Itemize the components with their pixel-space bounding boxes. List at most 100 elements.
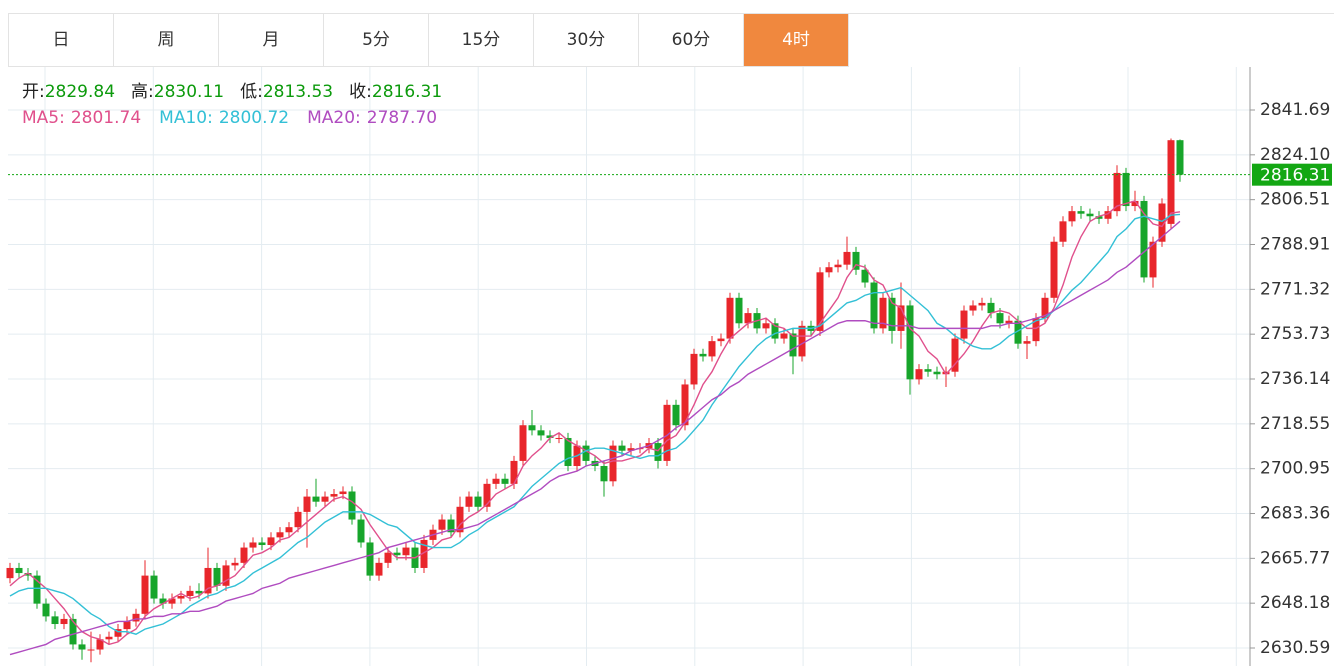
candle-body: [1167, 140, 1175, 224]
candle-body: [384, 552, 392, 563]
candle-body: [249, 542, 257, 548]
candle-body: [258, 542, 266, 546]
candle-body: [1050, 241, 1058, 298]
candle-body: [978, 302, 986, 306]
candle-body: [861, 269, 869, 283]
candle-body: [969, 305, 977, 311]
candle-body: [780, 333, 788, 339]
period-tab[interactable]: 15分: [429, 14, 534, 67]
info-value: 2816.31: [372, 82, 442, 102]
candle-body: [42, 603, 50, 617]
y-tick-label: 2788.91: [1260, 235, 1330, 255]
candle-body: [456, 506, 464, 533]
candle-body: [321, 496, 329, 502]
period-tab[interactable]: 周: [114, 14, 219, 67]
candle-body: [510, 460, 518, 484]
candle-body: [69, 618, 77, 645]
candle-body: [1158, 203, 1166, 242]
ma-value: 2801.74: [71, 108, 141, 128]
candle-body: [24, 573, 32, 576]
candle-body: [546, 435, 554, 438]
candle-body: [996, 313, 1004, 324]
candle-body: [699, 353, 707, 357]
y-tick-label: 2648.18: [1260, 593, 1330, 613]
candle-body: [906, 305, 914, 380]
candle-body: [1104, 211, 1112, 219]
y-tick-label: 2806.51: [1260, 190, 1330, 210]
candle-body: [924, 369, 932, 372]
candle-body: [357, 519, 365, 543]
period-tab[interactable]: 60分: [639, 14, 744, 67]
candle-body: [78, 644, 86, 650]
candle-body: [951, 338, 959, 372]
candle-body: [708, 341, 716, 357]
candle-body: [888, 297, 896, 331]
candle-body: [366, 542, 374, 576]
ohlc-info: 开:2829.84 高:2830.11 低:2813.53 收:2816.31: [22, 82, 442, 102]
candle-body: [726, 297, 734, 339]
candle-body: [672, 404, 680, 426]
candle-body: [537, 430, 545, 436]
candle-body: [1023, 341, 1031, 344]
candle-body: [348, 491, 356, 520]
info-value: 2813.53: [263, 82, 333, 102]
candle-body: [141, 575, 149, 614]
candle-body: [663, 404, 671, 461]
period-tab[interactable]: 5分: [324, 14, 429, 67]
candle-body: [483, 483, 491, 507]
top-border: [846, 13, 1334, 14]
ma-line: [9, 213, 1181, 635]
period-tab[interactable]: 日: [9, 14, 114, 67]
y-tick-label: 2736.14: [1260, 369, 1330, 389]
candle-body: [681, 384, 689, 426]
candle-body: [1014, 320, 1022, 344]
candle-body: [402, 547, 410, 556]
candle-body: [933, 371, 941, 375]
candle-body: [564, 437, 572, 467]
candle-body: [213, 567, 221, 586]
candle-body: [870, 282, 878, 329]
candle-body: [762, 323, 770, 329]
candle-body: [852, 251, 860, 270]
candle-body: [960, 310, 968, 339]
period-tabs: 日周月 5分 15分 30分 60分 4时: [8, 13, 849, 67]
candle-body: [654, 443, 662, 461]
candle-body: [222, 565, 230, 586]
candle-body: [123, 621, 131, 630]
y-tick-label: 2700.95: [1260, 459, 1330, 479]
candle-body: [6, 567, 14, 579]
period-tab[interactable]: 月: [219, 14, 324, 67]
candle-body: [1086, 213, 1094, 217]
candle-body: [1131, 200, 1139, 207]
candle-body: [204, 567, 212, 594]
candle-body: [492, 478, 500, 484]
last-price-label: 2816.31: [1260, 166, 1330, 186]
candle-body: [114, 629, 122, 637]
candle-body: [627, 448, 635, 451]
candle-body: [1140, 200, 1148, 278]
candle-body: [609, 445, 617, 482]
info-value: 2829.84: [45, 82, 115, 102]
candle-body: [519, 425, 527, 461]
candle-body: [474, 496, 482, 507]
y-tick-label: 2683.36: [1260, 504, 1330, 524]
candle-body: [132, 613, 140, 622]
y-tick-label: 2630.59: [1260, 638, 1330, 658]
candle-body: [789, 333, 797, 357]
candle-body: [582, 445, 590, 461]
candle-body: [267, 537, 275, 546]
candle-body: [1122, 172, 1130, 207]
candle-body: [276, 532, 284, 538]
period-tab[interactable]: 4时: [744, 14, 849, 67]
candle-body: [1113, 172, 1121, 212]
candle-body: [447, 519, 455, 533]
candle-body: [825, 267, 833, 273]
candle-body: [690, 353, 698, 385]
candle-body: [393, 552, 401, 556]
candle-body: [771, 323, 779, 339]
candle-body: [1149, 241, 1157, 278]
period-tab[interactable]: 30分: [534, 14, 639, 67]
candle-body: [915, 369, 923, 380]
